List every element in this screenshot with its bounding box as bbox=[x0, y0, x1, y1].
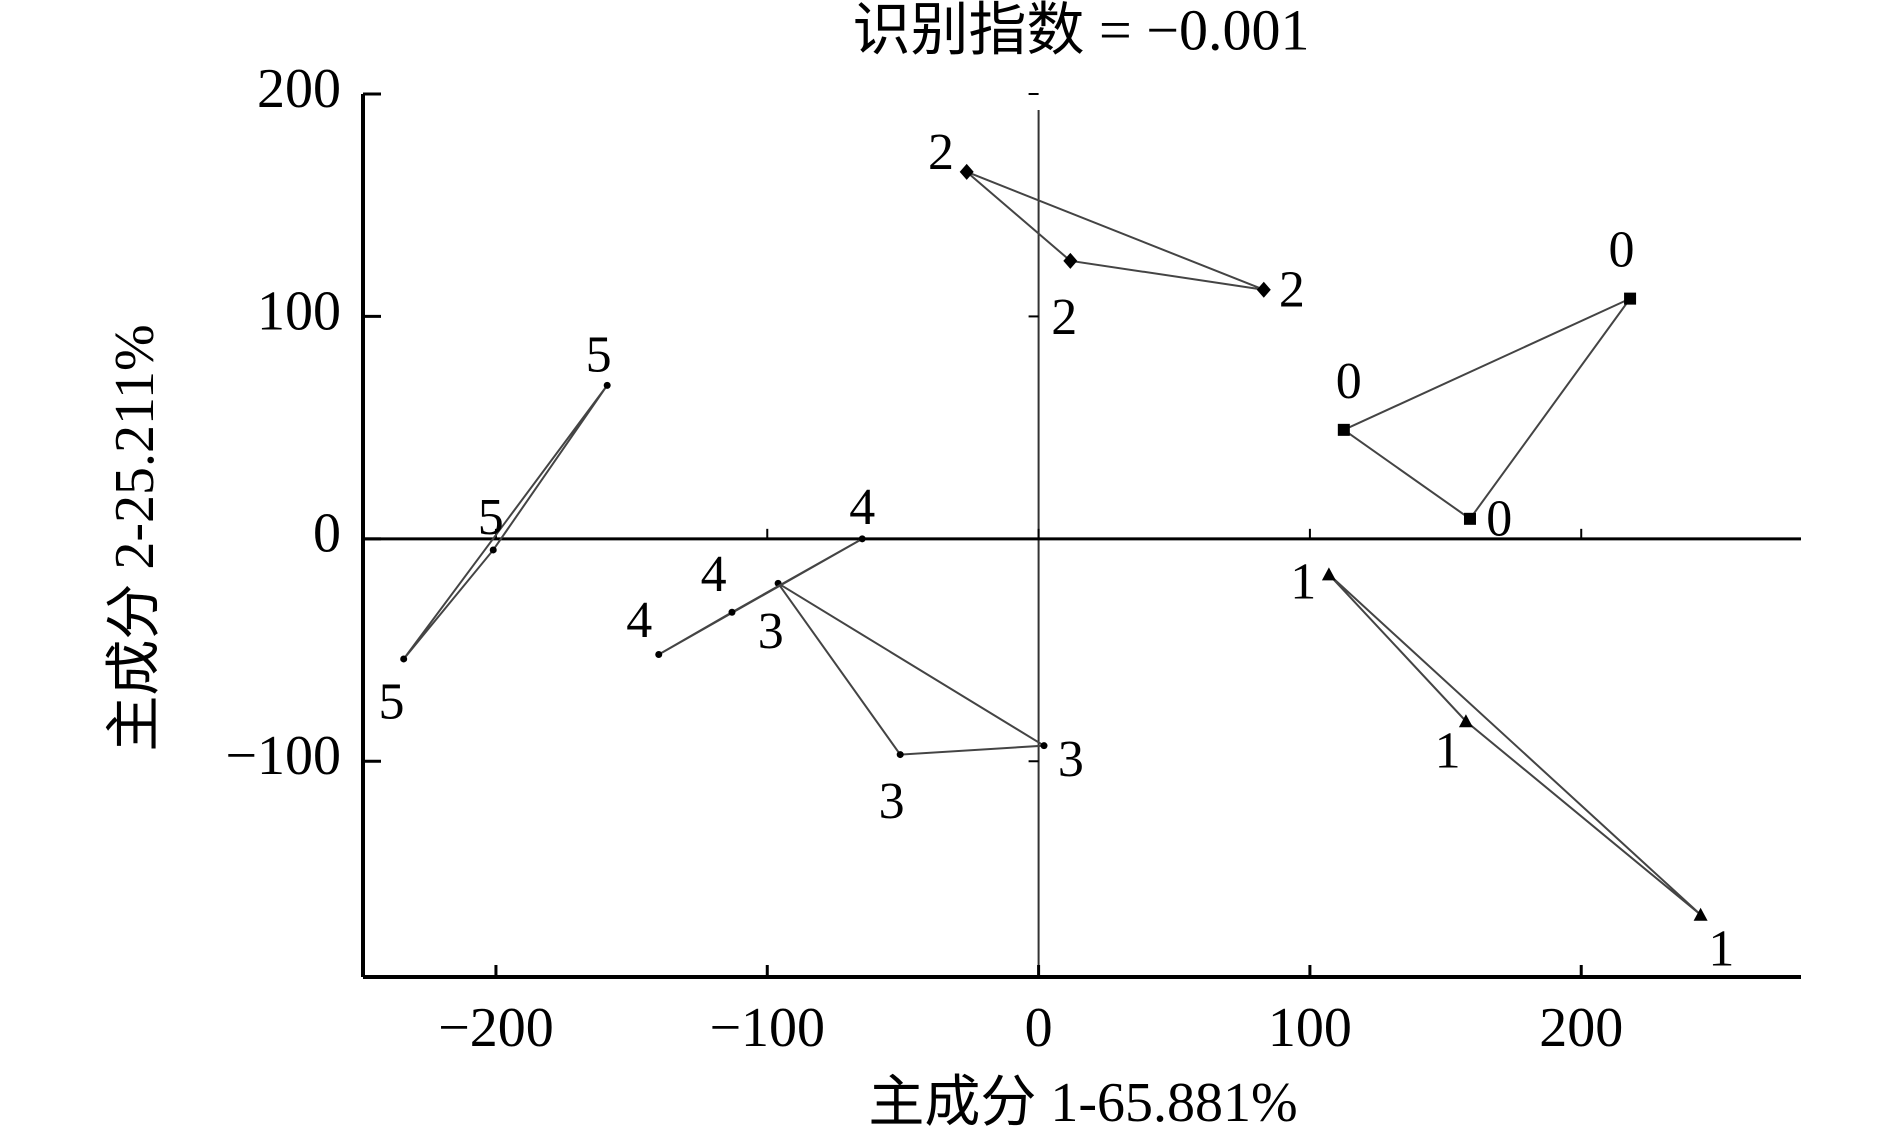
point bbox=[1040, 742, 1048, 750]
chart-title: 识别指数 = −0.001 bbox=[853, 0, 1310, 62]
point bbox=[896, 751, 904, 759]
group-outline bbox=[777, 582, 1048, 756]
point-label: 1 bbox=[1290, 554, 1316, 611]
point bbox=[489, 546, 497, 554]
x-tick-label: 100 bbox=[1268, 997, 1352, 1059]
point bbox=[1337, 423, 1350, 436]
x-tick-label: −200 bbox=[438, 997, 554, 1059]
point bbox=[959, 163, 974, 180]
point bbox=[728, 608, 736, 616]
point bbox=[1256, 281, 1271, 298]
group-outline bbox=[1341, 296, 1634, 521]
point bbox=[1321, 567, 1336, 581]
group-outline bbox=[658, 537, 863, 656]
point-label: 5 bbox=[478, 489, 504, 546]
point bbox=[1458, 714, 1473, 728]
x-axis-label: 主成分 1-65.881% bbox=[868, 1072, 1297, 1134]
point-label: 5 bbox=[378, 673, 404, 730]
group-outline bbox=[1328, 573, 1702, 916]
x-tick-label: 0 bbox=[1025, 997, 1053, 1059]
point bbox=[1063, 252, 1078, 269]
point-label: 3 bbox=[879, 773, 905, 830]
point-label: 4 bbox=[626, 592, 652, 649]
y-axis-label: 主成分 2-25.211% bbox=[104, 324, 166, 751]
point-label: 4 bbox=[701, 546, 727, 603]
point bbox=[400, 655, 408, 663]
point-label: 1 bbox=[1435, 722, 1461, 779]
x-tick-label: 200 bbox=[1539, 997, 1623, 1059]
point-label: 1 bbox=[1708, 921, 1734, 978]
point-label: 0 bbox=[1336, 353, 1362, 410]
point bbox=[1693, 907, 1708, 921]
point-label: 3 bbox=[1058, 731, 1084, 788]
group-outline bbox=[402, 384, 609, 660]
point bbox=[1624, 292, 1637, 305]
point-label: 2 bbox=[1051, 289, 1077, 346]
y-tick-label: 200 bbox=[257, 58, 341, 120]
point bbox=[858, 535, 866, 543]
y-tick-label: 100 bbox=[257, 280, 341, 342]
point-label: 0 bbox=[1609, 222, 1635, 279]
group-outline bbox=[966, 170, 1265, 291]
point bbox=[1463, 512, 1476, 525]
point-label: 0 bbox=[1486, 491, 1512, 548]
point-label: 4 bbox=[849, 479, 875, 536]
point bbox=[603, 381, 611, 389]
y-tick-label: 0 bbox=[313, 503, 341, 565]
point bbox=[655, 650, 663, 658]
point-label: 2 bbox=[1279, 262, 1305, 319]
point-label: 5 bbox=[586, 327, 612, 384]
x-tick-label: −100 bbox=[709, 997, 825, 1059]
point-label: 2 bbox=[928, 124, 954, 181]
point-label: 3 bbox=[758, 603, 784, 660]
y-tick-label: −100 bbox=[225, 725, 341, 787]
